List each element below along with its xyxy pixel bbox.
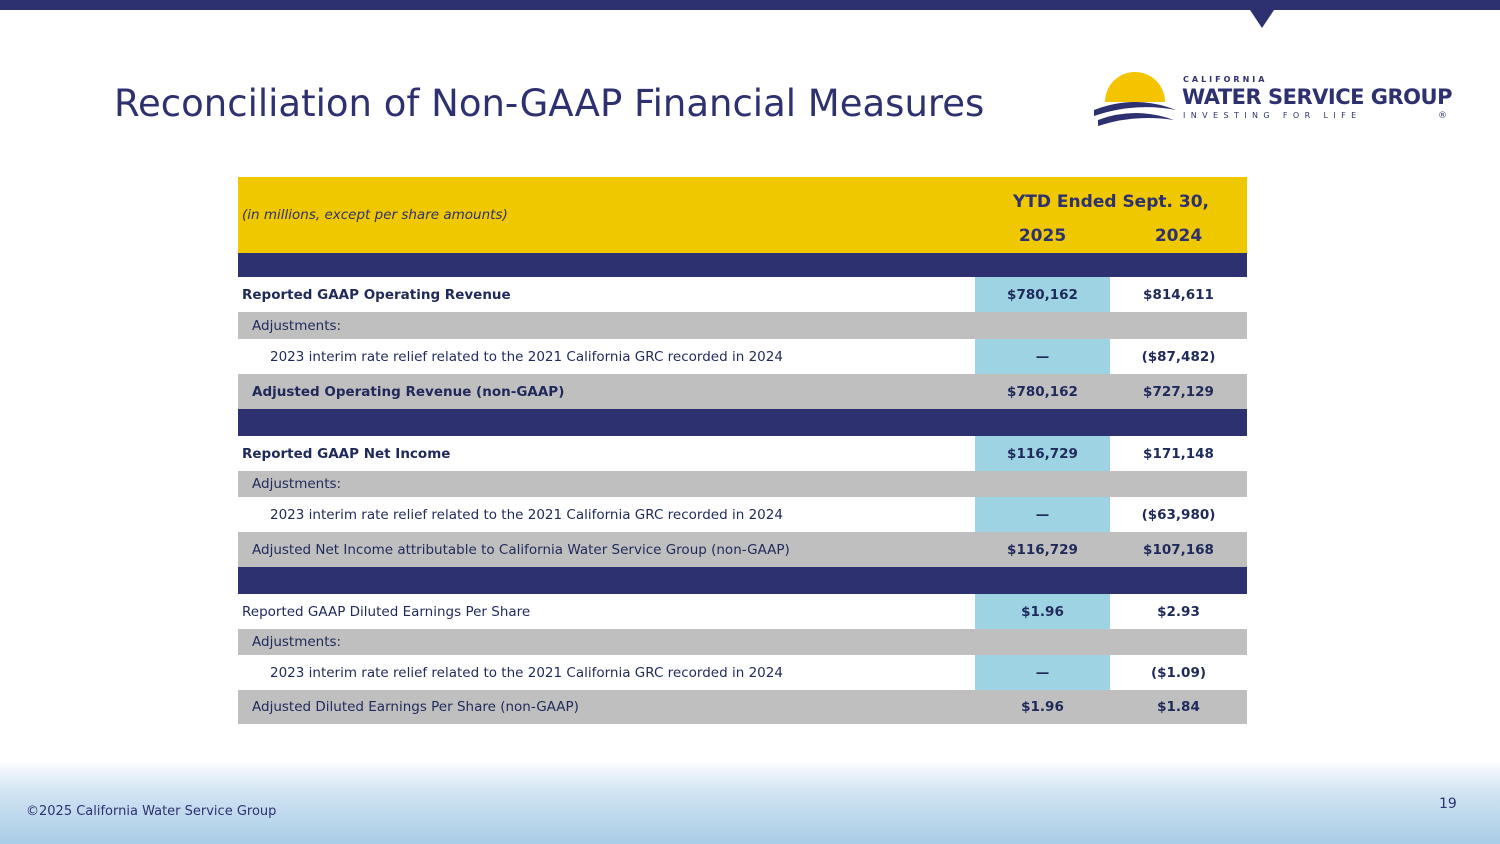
section-band xyxy=(238,409,1247,436)
value-cell: $116,729 xyxy=(975,436,1110,471)
column-header: 2025 xyxy=(1018,226,1067,246)
table-row: Adjustments: xyxy=(238,471,1247,497)
logo-tagline: INVESTING FOR LIFE xyxy=(1183,111,1362,120)
logo-mark-text: ® xyxy=(1438,111,1447,121)
row-label: Adjusted Operating Revenue (non-GAAP) xyxy=(252,383,565,400)
table-header: (in millions, except per share amounts) … xyxy=(238,177,1247,253)
row-label: Reported GAAP Diluted Earnings Per Share xyxy=(242,603,531,620)
copyright: ©2025 California Water Service Group xyxy=(26,804,277,819)
row-label: Adjustments: xyxy=(252,476,342,492)
section-band xyxy=(238,253,1247,277)
row-label: 2023 interim rate relief related to the … xyxy=(270,506,783,523)
table-row: Adjustments: xyxy=(238,629,1247,655)
row-label: Reported GAAP Operating Revenue xyxy=(242,286,511,303)
table-row: Adjusted Net Income attributable to Cali… xyxy=(238,532,1247,567)
row-label: 2023 interim rate relief related to the … xyxy=(270,664,783,681)
logo-top: CALIFORNIA xyxy=(1183,75,1268,84)
value-cell: $116,729 xyxy=(1007,541,1078,558)
footer-band xyxy=(0,760,1500,844)
value-cell: ($63,980) xyxy=(1141,506,1216,523)
logo-name: WATER SERVICE GROUP xyxy=(1182,85,1452,109)
value-cell: $814,611 xyxy=(1143,286,1214,303)
value-cell: ($1.09) xyxy=(1150,664,1207,681)
table-row: 2023 interim rate relief related to the … xyxy=(238,655,1247,690)
value-cell xyxy=(975,629,1110,655)
value-cell: ($87,482) xyxy=(1141,348,1216,365)
row-label: Adjustments: xyxy=(252,634,342,650)
value-cell xyxy=(1110,471,1247,497)
value-cell: — xyxy=(975,655,1110,690)
row-label: Adjusted Net Income attributable to Cali… xyxy=(252,541,790,558)
value-cell: $1.96 xyxy=(1021,699,1064,715)
value-cell: $780,162 xyxy=(1007,383,1078,400)
row-label: Adjusted Diluted Earnings Per Share (non… xyxy=(252,699,579,715)
column-header: 2024 xyxy=(1154,226,1203,246)
value-cell xyxy=(1110,312,1247,339)
value-cell: $727,129 xyxy=(1143,383,1214,400)
unit-note: (in millions, except per share amounts) xyxy=(242,207,508,223)
row-label: 2023 interim rate relief related to the … xyxy=(270,348,783,365)
table-row: Reported GAAP Diluted Earnings Per Share… xyxy=(238,594,1247,629)
table-row: Adjustments: xyxy=(238,312,1247,339)
table-row: 2023 interim rate relief related to the … xyxy=(238,497,1247,532)
value-cell: $171,148 xyxy=(1143,445,1214,462)
period: YTD Ended Sept. 30, xyxy=(1013,192,1209,212)
table-row: Reported GAAP Operating Revenue $780,162 $… xyxy=(238,277,1247,312)
logo-mark xyxy=(1090,72,1180,130)
value-cell: — xyxy=(975,497,1110,532)
value-cell: — xyxy=(975,339,1110,374)
page-number: 19 xyxy=(1439,796,1457,812)
value-cell: $2.93 xyxy=(1157,603,1200,620)
value-cell: $1.84 xyxy=(1157,699,1200,715)
table-row: Adjusted Diluted Earnings Per Share (non… xyxy=(238,690,1247,724)
value-cell xyxy=(975,312,1110,339)
row-label: Adjustments: xyxy=(252,317,342,334)
top-bar xyxy=(0,0,1500,28)
value-cell: $780,162 xyxy=(975,277,1110,312)
value-cell xyxy=(975,471,1110,497)
table-row: Reported GAAP Net Income $116,729 $171,148 xyxy=(238,436,1247,471)
title: Reconciliation of Non-GAAP Financial Mea… xyxy=(114,82,985,125)
section-band xyxy=(238,567,1247,594)
value-cell: $107,168 xyxy=(1143,541,1214,558)
row-label: Reported GAAP Net Income xyxy=(242,445,451,462)
table-row: Adjusted Operating Revenue (non-GAAP) $78… xyxy=(238,374,1247,409)
value-cell: $1.96 xyxy=(975,594,1110,629)
table-row: 2023 interim rate relief related to the … xyxy=(238,339,1247,374)
value-cell xyxy=(1110,629,1247,655)
